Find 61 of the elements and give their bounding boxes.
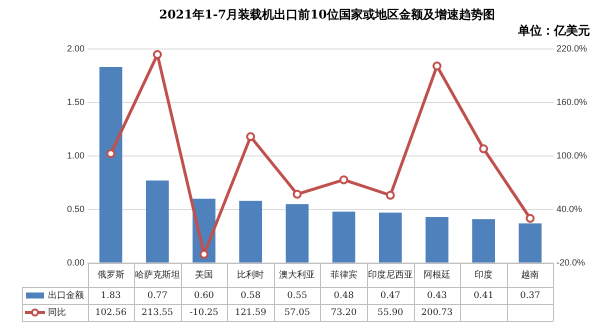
data-label: 0.43 <box>426 290 448 301</box>
x-tick-label: 菲律宾 <box>330 269 358 280</box>
x-tick-label: 比利时 <box>237 269 264 280</box>
data-label: 200.73 <box>421 308 453 318</box>
data-label: 1.83 <box>100 290 122 301</box>
y-tick-label: 1.50 <box>66 96 85 107</box>
data-label: 0.58 <box>240 290 261 301</box>
x-tick-label: 阿根廷 <box>423 269 450 280</box>
bar <box>378 212 402 262</box>
data-label: 0.77 <box>147 290 168 301</box>
data-label: 73.20 <box>330 308 357 318</box>
bar <box>518 223 542 262</box>
data-label: 0.55 <box>287 290 308 301</box>
chart-subtitle: 单位：亿美元 <box>517 24 590 38</box>
y-tick-label: 2.00 <box>66 43 85 54</box>
y2-tick-label: 160.0% <box>556 96 588 107</box>
bar <box>286 204 309 262</box>
data-label: 57.05 <box>284 308 310 318</box>
data-label: 0.48 <box>334 290 354 301</box>
data-label: 102.56 <box>95 308 127 318</box>
bar <box>332 212 356 262</box>
x-tick-label: 印度 <box>474 269 493 280</box>
x-tick-label: 俄罗斯 <box>97 269 124 280</box>
point <box>200 250 209 259</box>
data-label: 0.60 <box>194 290 214 301</box>
x-tick-label: 越南 <box>521 269 540 280</box>
data-label: 0.41 <box>474 290 494 301</box>
y-tick-label: 0.50 <box>66 204 85 214</box>
y2-tick-label: 40.0% <box>556 204 582 214</box>
y2-tick-label: 220.0% <box>556 43 588 54</box>
bar <box>146 180 169 262</box>
legend-label: 出口金额 <box>48 290 84 301</box>
legend-label: 同比 <box>48 306 66 318</box>
x-tick-label: 澳大利亚 <box>279 269 316 280</box>
x-tick-label: 印度尼西亚 <box>368 269 413 280</box>
data-label: 55.90 <box>378 308 404 318</box>
y2-tick-label: 100.0% <box>556 150 588 160</box>
data-label: -10.25 <box>190 308 219 318</box>
data-label: 121.59 <box>234 308 267 318</box>
point <box>152 50 162 60</box>
point <box>432 62 442 70</box>
data-label: 0.37 <box>520 290 540 301</box>
point <box>106 149 116 158</box>
chart-title: 2021年1-7月装载机出口前10位国家或地区金额及增速趋势图 <box>159 7 495 22</box>
x-tick-label: 哈萨克斯坦 <box>134 269 180 280</box>
point <box>292 190 302 199</box>
y2-tick-label: -20.0% <box>556 257 586 268</box>
point <box>339 175 348 184</box>
bar <box>472 219 495 262</box>
x-tick-label: 美国 <box>195 269 214 280</box>
bar <box>99 67 122 262</box>
y-tick-label: 1.00 <box>66 150 85 160</box>
point <box>386 190 395 200</box>
bar <box>239 200 262 262</box>
data-label: 0.47 <box>380 290 401 301</box>
bar <box>426 216 448 262</box>
data-label: 213.55 <box>142 308 174 318</box>
y-tick-label: 0.00 <box>66 257 85 268</box>
point <box>246 132 256 142</box>
point <box>526 214 535 223</box>
point <box>479 144 488 154</box>
